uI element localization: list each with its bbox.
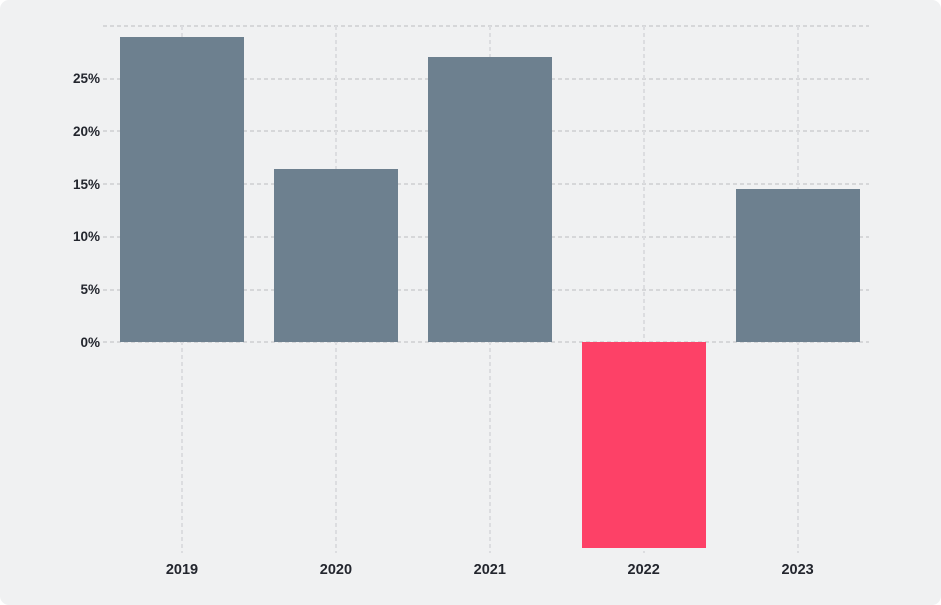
- y-axis-tick-label: 10%: [72, 229, 100, 245]
- y-axis-tick-label: 5%: [80, 282, 100, 297]
- x-axis-label-2019: 2019: [165, 562, 199, 578]
- x-axis-label-2022: 2022: [627, 562, 660, 578]
- x-axis-label-2021: 2021: [473, 562, 506, 578]
- x-axis-label-2023: 2023: [781, 562, 814, 578]
- gridline-vertical: [642, 26, 645, 553]
- x-axis-label-2020: 2020: [319, 562, 353, 578]
- y-axis-tick-label: 15%: [72, 176, 100, 192]
- y-axis-tick-label: 20%: [72, 123, 100, 139]
- bar-2020[interactable]: [273, 169, 398, 343]
- y-axis-tick-label: 25%: [72, 71, 100, 87]
- bar-2021[interactable]: [427, 56, 552, 343]
- y-axis-tick-label: 0%: [80, 334, 100, 350]
- bar-2022[interactable]: [581, 342, 706, 548]
- bar-2023[interactable]: [735, 189, 860, 343]
- gridline-horizontal: [103, 25, 869, 27]
- gridline-horizontal: [103, 341, 869, 344]
- bar-2019[interactable]: [120, 36, 244, 343]
